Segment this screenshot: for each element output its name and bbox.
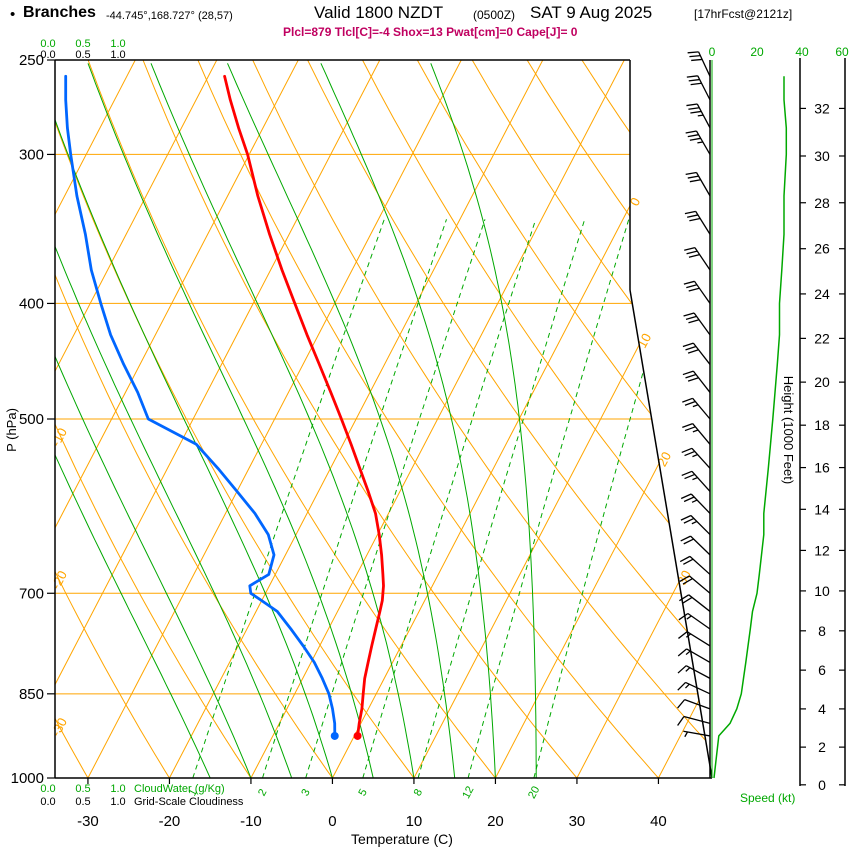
- svg-text:2: 2: [256, 787, 269, 798]
- svg-text:8: 8: [818, 623, 826, 639]
- svg-text:0: 0: [328, 813, 336, 830]
- svg-text:0: 0: [709, 45, 716, 59]
- svg-text:1: 1: [186, 787, 199, 798]
- svg-text:1.0: 1.0: [110, 783, 125, 795]
- svg-text:0: 0: [818, 777, 826, 793]
- obs-time: (0500Z): [473, 8, 516, 22]
- svg-text:20: 20: [814, 374, 830, 390]
- svg-text:40: 40: [795, 45, 809, 59]
- svg-text:1000: 1000: [11, 770, 44, 787]
- svg-text:30: 30: [814, 148, 830, 164]
- svg-text:0.5: 0.5: [75, 49, 90, 61]
- svg-text:Grid-Scale Cloudiness: Grid-Scale Cloudiness: [134, 796, 244, 808]
- svg-text:0.5: 0.5: [75, 796, 90, 808]
- svg-text:P (hPa): P (hPa): [4, 408, 19, 452]
- svg-text:250: 250: [19, 52, 44, 69]
- svg-text:-10: -10: [48, 425, 70, 449]
- svg-text:0.0: 0.0: [40, 783, 55, 795]
- valid-date: SAT 9 Aug 2025: [530, 3, 653, 22]
- svg-text:-20: -20: [48, 568, 70, 592]
- svg-text:16: 16: [814, 460, 830, 476]
- svg-text:700: 700: [19, 585, 44, 602]
- svg-text:60: 60: [835, 45, 849, 59]
- svg-text:3: 3: [299, 787, 312, 798]
- svg-text:Height (1000 Feet): Height (1000 Feet): [781, 376, 796, 484]
- svg-text:400: 400: [19, 295, 44, 312]
- svg-text:1.0: 1.0: [110, 38, 125, 50]
- svg-text:14: 14: [814, 501, 830, 517]
- svg-text:28: 28: [814, 195, 830, 211]
- svg-text:1.0: 1.0: [110, 49, 125, 61]
- svg-text:-30: -30: [48, 715, 70, 739]
- svg-text:22: 22: [814, 330, 830, 346]
- svg-text:20: 20: [750, 45, 764, 59]
- svg-text:20: 20: [526, 784, 542, 800]
- station-bullet: •: [10, 6, 16, 23]
- svg-text:850: 850: [19, 686, 44, 703]
- valid-time: Valid 1800 NZDT: [314, 3, 444, 22]
- svg-text:40: 40: [650, 813, 667, 830]
- station-name: Branches: [23, 4, 96, 21]
- svg-text:0.0: 0.0: [40, 38, 55, 50]
- forecast-info: [17hrFcst@2121z]: [694, 7, 793, 21]
- svg-text:10: 10: [406, 813, 423, 830]
- svg-text:2: 2: [818, 739, 826, 755]
- svg-text:0.5: 0.5: [75, 38, 90, 50]
- svg-text:26: 26: [814, 241, 830, 257]
- svg-text:-10: -10: [240, 813, 262, 830]
- svg-text:18: 18: [814, 417, 830, 433]
- svg-text:6: 6: [818, 662, 826, 678]
- svg-text:24: 24: [814, 286, 830, 302]
- svg-text:-30: -30: [77, 813, 99, 830]
- svg-text:32: 32: [814, 100, 830, 116]
- svg-text:5: 5: [356, 787, 369, 798]
- sounding-params: Plcl=879 Tlcl[C]=-4 Shox=13 Pwat[cm]=0 C…: [283, 25, 578, 39]
- svg-text:-20: -20: [159, 813, 181, 830]
- svg-text:500: 500: [19, 411, 44, 428]
- svg-text:20: 20: [487, 813, 504, 830]
- svg-text:CloudWater (g/Kg): CloudWater (g/Kg): [134, 783, 225, 795]
- svg-text:0.5: 0.5: [75, 783, 90, 795]
- svg-text:300: 300: [19, 146, 44, 163]
- svg-text:0.0: 0.0: [40, 796, 55, 808]
- svg-text:12: 12: [814, 542, 830, 558]
- svg-text:8: 8: [412, 787, 425, 798]
- svg-text:Temperature (C): Temperature (C): [351, 831, 453, 847]
- svg-text:4: 4: [818, 701, 826, 717]
- svg-text:Speed (kt): Speed (kt): [740, 791, 795, 805]
- svg-text:0.0: 0.0: [40, 49, 55, 61]
- station-coords: -44.745°,168.727° (28,57): [106, 10, 233, 22]
- svg-text:10: 10: [814, 583, 830, 599]
- svg-text:30: 30: [569, 813, 586, 830]
- svg-text:1.0: 1.0: [110, 796, 125, 808]
- svg-text:12: 12: [460, 784, 476, 800]
